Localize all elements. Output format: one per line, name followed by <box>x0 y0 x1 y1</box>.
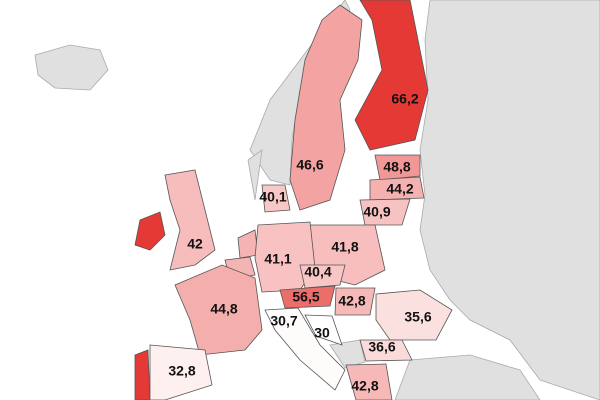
value-label: 40,4 <box>304 264 331 280</box>
value-label: 41,8 <box>331 239 358 255</box>
value-label: 42 <box>187 236 203 252</box>
region <box>279 285 336 309</box>
value-label: 40,1 <box>259 189 286 205</box>
value-label: 46,6 <box>296 157 323 173</box>
region <box>304 314 343 346</box>
region <box>345 363 393 400</box>
ireland <box>134 211 166 251</box>
region <box>261 184 291 213</box>
value-label: 36,6 <box>368 339 395 355</box>
value-label: 35,6 <box>404 309 431 325</box>
value-label: 32,8 <box>168 363 195 379</box>
value-label: 40,9 <box>363 204 390 220</box>
region <box>359 339 413 362</box>
region <box>299 264 346 289</box>
balkans <box>329 339 366 369</box>
region <box>369 176 425 201</box>
unlabeled-regions <box>134 211 259 400</box>
value-label: 44,2 <box>386 181 413 197</box>
russia <box>419 0 600 400</box>
value-label: 56,5 <box>292 289 319 305</box>
value-label: 42,8 <box>338 293 365 309</box>
data-labels: 66,2 46,6 48,8 44,2 40,9 40,1 42 41,8 41,1 40,4 56… <box>168 91 431 394</box>
region <box>164 169 216 271</box>
value-label: 66,2 <box>391 91 418 107</box>
region <box>375 289 453 341</box>
region <box>359 198 411 226</box>
value-label: 42,8 <box>351 378 378 394</box>
iceland <box>34 44 109 91</box>
value-label: 30 <box>314 325 330 341</box>
region <box>374 154 421 181</box>
data-regions <box>149 0 453 400</box>
region <box>264 307 346 391</box>
region <box>334 287 376 316</box>
value-label: 44,8 <box>210 301 237 317</box>
background-land <box>34 0 600 400</box>
portugal <box>134 349 151 400</box>
region <box>354 0 429 151</box>
norway-coast <box>247 149 263 201</box>
region <box>289 4 363 211</box>
value-label: 48,8 <box>383 159 410 175</box>
region <box>174 264 263 356</box>
value-label: 41,1 <box>264 251 291 267</box>
region <box>149 344 213 400</box>
value-label: 30,7 <box>270 313 297 329</box>
turkey <box>394 354 541 400</box>
